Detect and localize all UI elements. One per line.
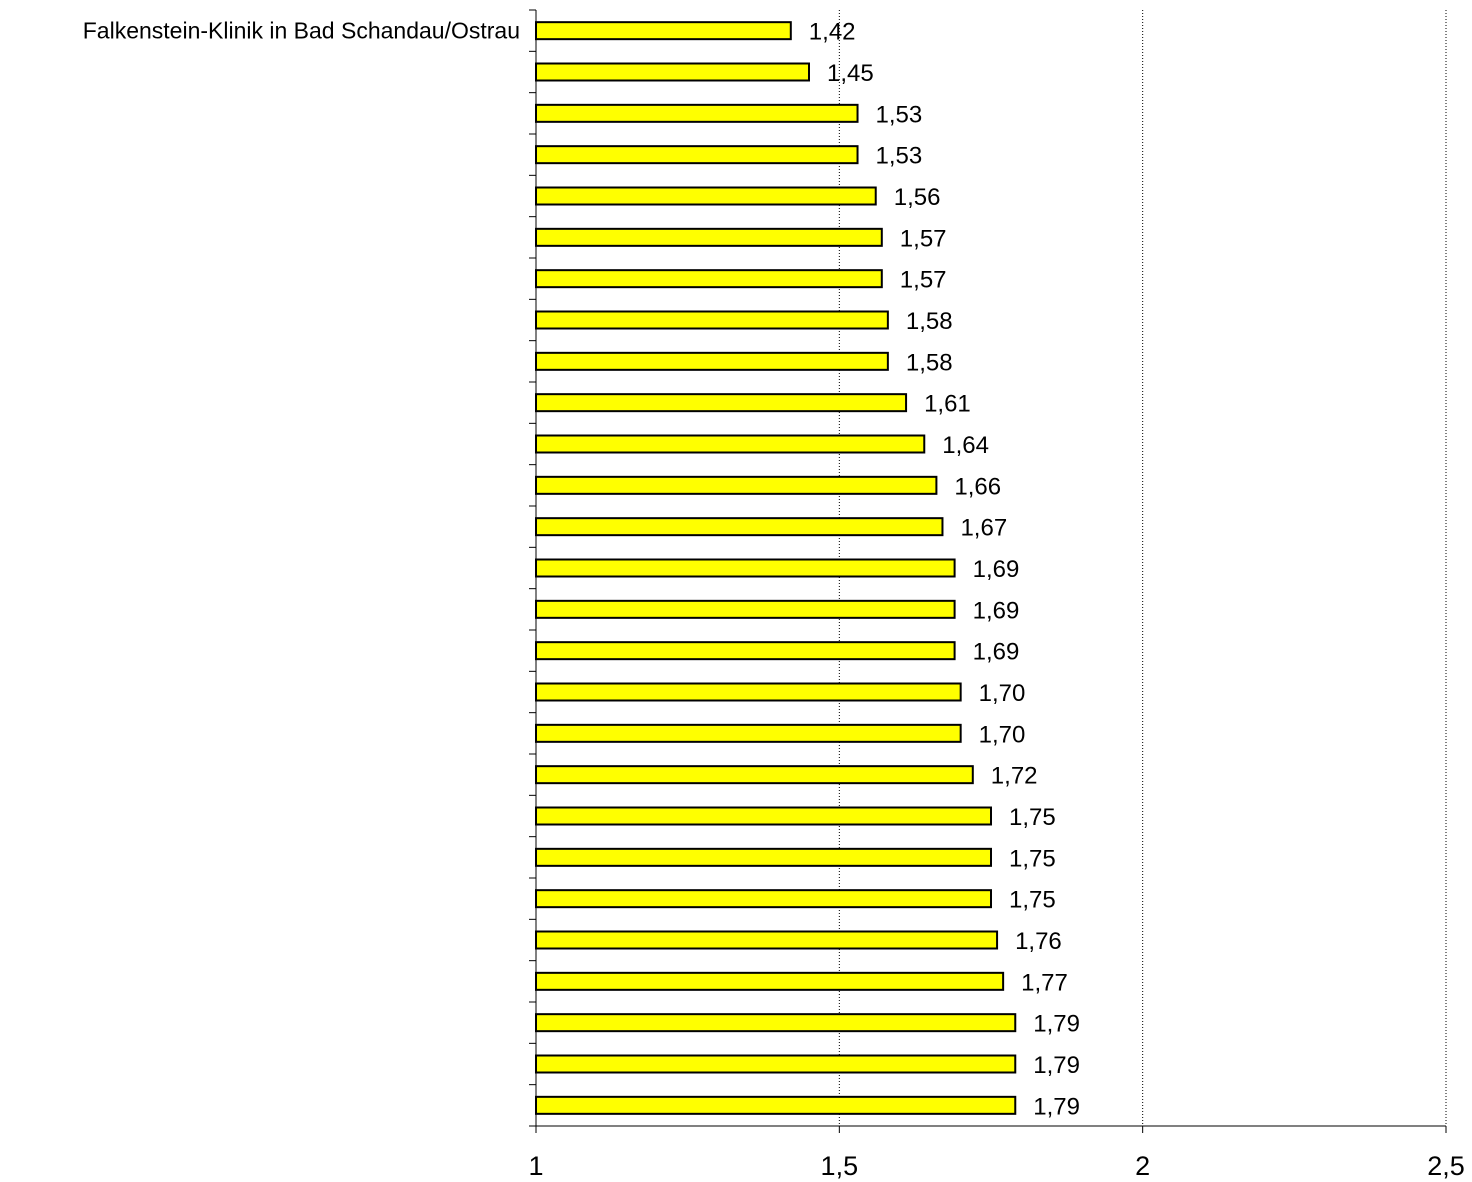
x-tick-label-3: 2,5 [1427,1151,1465,1181]
x-tick-label-2: 2 [1135,1151,1150,1181]
bar-14 [535,599,956,619]
data-label-20: 1,75 [1009,845,1056,872]
data-label-0: 1,42 [809,19,856,46]
bar-9 [535,393,908,413]
bar-5 [535,227,883,247]
bar-4 [535,186,877,206]
bar-19 [535,806,992,826]
data-label-25: 1,79 [1033,1052,1080,1079]
bar-17 [535,723,962,743]
data-label-14: 1,69 [973,597,1020,624]
bar-23 [535,971,1005,991]
bar-11 [535,475,938,495]
data-label-13: 1,69 [973,556,1020,583]
data-label-9: 1,61 [924,391,971,418]
data-label-17: 1,70 [979,721,1026,748]
data-label-24: 1,79 [1033,1011,1080,1038]
bar-7 [535,310,889,330]
bar-16 [535,682,962,702]
bar-0 [535,21,792,41]
bar-3 [535,145,859,165]
bar-8 [535,351,889,371]
data-label-15: 1,69 [973,639,1020,666]
bar-1 [535,62,810,82]
bar-26 [535,1095,1017,1115]
data-label-23: 1,77 [1021,969,1068,996]
data-label-19: 1,75 [1009,804,1056,831]
bar-6 [535,269,883,289]
bar-21 [535,889,992,909]
data-label-11: 1,66 [954,473,1001,500]
bar-13 [535,558,956,578]
data-label-10: 1,64 [942,432,989,459]
data-label-8: 1,58 [906,349,953,376]
data-label-2: 1,53 [876,101,923,128]
bar-22 [535,930,999,950]
x-tick-label-0: 1 [528,1151,543,1181]
bar-24 [535,1013,1017,1033]
data-label-6: 1,57 [900,267,947,294]
bar-18 [535,765,974,785]
data-label-4: 1,56 [894,184,941,211]
bar-10 [535,434,926,454]
bar-25 [535,1054,1017,1074]
data-label-5: 1,57 [900,225,947,252]
bar-12 [535,517,944,537]
bar-2 [535,103,859,123]
data-label-3: 1,53 [876,143,923,170]
data-label-26: 1,79 [1033,1093,1080,1120]
bar-20 [535,847,992,867]
bar-15 [535,641,956,661]
data-label-21: 1,75 [1009,887,1056,914]
category-label-0: Falkenstein-Klinik in Bad Schandau/Ostra… [83,18,520,44]
data-label-16: 1,70 [979,680,1026,707]
data-label-12: 1,67 [960,515,1007,542]
data-label-22: 1,76 [1015,928,1062,955]
data-label-7: 1,58 [906,308,953,335]
data-label-18: 1,72 [991,763,1038,790]
x-tick-label-1: 1,5 [821,1151,859,1181]
data-label-1: 1,45 [827,60,874,87]
